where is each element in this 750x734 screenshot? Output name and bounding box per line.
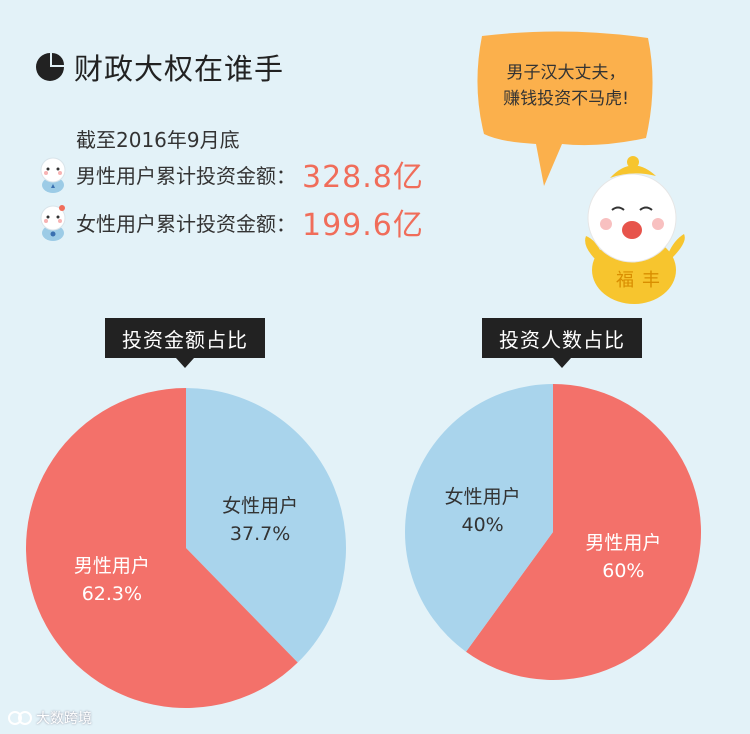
mascot-coat-text-right: 丰 bbox=[642, 270, 660, 291]
male-stat-label: 男性用户累计投资金额： bbox=[76, 163, 296, 188]
page-header: 财政大权在谁手 bbox=[34, 46, 284, 88]
female-stat-value: 199.6亿 bbox=[302, 208, 424, 243]
pie-0-slice-1 bbox=[26, 388, 298, 709]
speech-bubble-text: 男子汉大丈夫， 赚钱投资不马虎! bbox=[486, 60, 646, 112]
page-title: 财政大权在谁手 bbox=[74, 52, 285, 86]
speech-line-1: 男子汉大丈夫， bbox=[506, 63, 626, 83]
speech-bubble bbox=[477, 31, 653, 187]
pie-1-slice-1 bbox=[405, 384, 553, 652]
pie-1-slice-0-value: 60% bbox=[602, 560, 644, 582]
pie-0-slice-1-value: 62.3% bbox=[82, 583, 142, 605]
speech-line-2: 赚钱投资不马虎! bbox=[503, 89, 629, 109]
pie-1-slice-1-value: 40% bbox=[462, 514, 504, 536]
chart-title-amount: 投资金额占比 bbox=[105, 318, 265, 358]
female-stat-row: 女性用户累计投资金额： 199.6亿 bbox=[34, 200, 424, 244]
male-stat-row: 男性用户累计投资金额： 328.8亿 bbox=[34, 152, 424, 196]
pie-0-slice-1-label: 男性用户 bbox=[74, 555, 150, 577]
pie-0-slice-0 bbox=[186, 388, 347, 663]
watermark: 大数跨境 bbox=[8, 708, 92, 728]
pie-0-slice-0-value: 37.7% bbox=[230, 523, 290, 545]
pie-0-slice-0-label: 女性用户 bbox=[222, 495, 298, 517]
mascot-coat-text-left: 福 bbox=[616, 270, 634, 291]
as-of-date: 截至2016年9月底 bbox=[76, 128, 240, 152]
male-stat-value: 328.8亿 bbox=[302, 160, 424, 195]
pie-1-slice-1-label: 女性用户 bbox=[445, 486, 521, 508]
pie-1-slice-0 bbox=[466, 384, 702, 680]
female-stat-label: 女性用户累计投资金额： bbox=[76, 211, 296, 236]
chart-title-count-pointer bbox=[553, 358, 571, 368]
male-avatar-icon bbox=[40, 157, 66, 193]
mascot-illustration: 福 丰 bbox=[585, 156, 685, 304]
chart-title-count: 投资人数占比 bbox=[482, 318, 642, 358]
watermark-logo-icon bbox=[8, 711, 32, 725]
pie-1-slice-0-label: 男性用户 bbox=[585, 532, 661, 554]
female-avatar-icon bbox=[40, 205, 66, 241]
chart-title-amount-pointer bbox=[176, 358, 194, 368]
pie-chart-icon bbox=[36, 53, 64, 81]
watermark-text: 大数跨境 bbox=[36, 711, 92, 727]
